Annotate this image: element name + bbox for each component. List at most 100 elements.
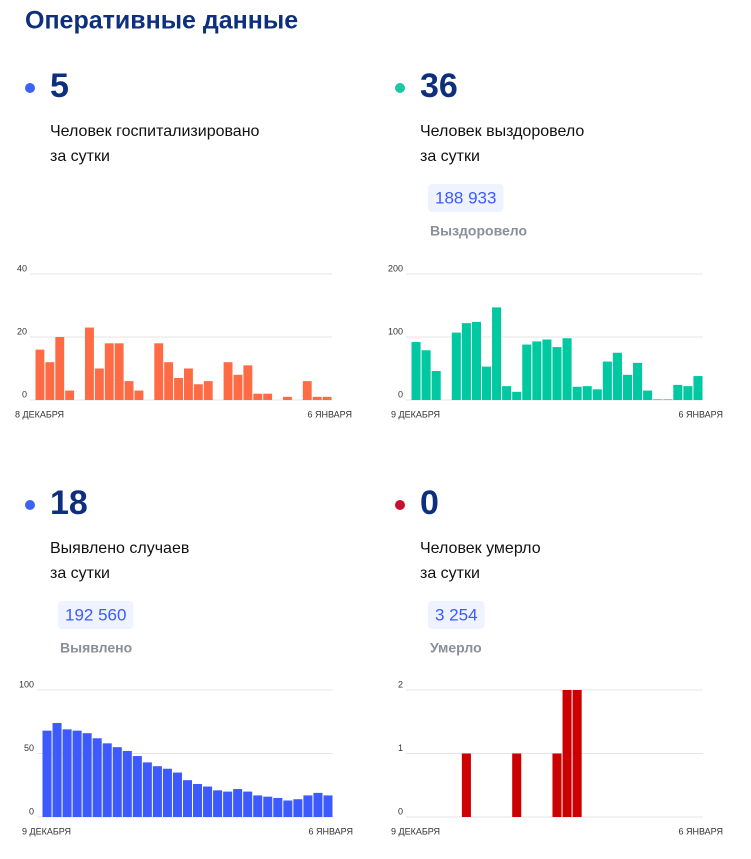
x-tick-label: 9 ДЕКАБРЯ [22,826,71,836]
bar [522,344,532,400]
bar [302,381,312,400]
y-tick-label: 20 [17,326,27,336]
bar [62,729,72,817]
bar [82,733,92,817]
y-tick-label: 1 [398,743,403,753]
bar [663,399,673,400]
bar [253,393,263,400]
bar [532,341,542,400]
bar [233,374,243,400]
y-tick-label: 0 [398,389,403,399]
bar [471,321,481,400]
y-tick-label: 0 [29,806,34,816]
bar [411,342,421,400]
bar [451,332,461,400]
total-label: Выздоровело [430,223,527,239]
bar [492,307,502,400]
stat-value: 0 [420,484,439,522]
total-value: 3 254 [435,605,478,624]
bar [683,386,693,400]
y-tick-label: 0 [22,389,27,399]
bar [243,365,253,400]
bar [142,762,152,817]
y-tick-label: 40 [17,263,27,273]
bar [653,399,663,400]
x-tick-label: 6 ЯНВАРЯ [678,409,723,419]
bar [313,792,323,817]
page-title: Оперативные данные [25,7,298,35]
y-tick-label: 100 [19,679,34,689]
x-tick-label: 9 ДЕКАБРЯ [391,826,440,836]
x-tick-label: 6 ЯНВАРЯ [307,409,352,419]
bar [174,377,183,400]
bar [283,800,293,817]
bar [92,738,102,817]
bar [154,343,164,400]
bar [592,389,602,400]
bar [162,768,172,817]
total-value: 188 933 [435,188,496,207]
bar [263,796,273,817]
stat-caption: за сутки [420,148,480,165]
bar [203,381,213,400]
status-dot [25,83,35,93]
bar [283,396,292,400]
bar [243,791,253,817]
bar [273,797,283,817]
bar [172,772,182,817]
bar [193,384,203,400]
bar [322,396,332,400]
stat-caption: за сутки [50,565,110,582]
bar [85,327,94,400]
stat-caption: за сутки [420,565,480,582]
bar [303,795,313,817]
stat-value: 18 [50,484,88,522]
status-dot [395,83,405,93]
bar [132,756,142,817]
y-tick-label: 2 [398,679,403,689]
bar [114,343,124,400]
total-value: 192 560 [65,605,126,624]
total-label: Выявлено [60,640,132,656]
bar [602,361,612,400]
bar [223,362,233,400]
bar [431,371,441,400]
bar [572,690,582,817]
bar [184,368,193,400]
bar [552,347,562,400]
bar [102,743,112,817]
bar [542,339,552,400]
bar [562,338,572,400]
bar [124,381,134,400]
bar [421,350,431,400]
bar [512,753,522,817]
bar [42,730,52,817]
bar [35,349,45,400]
bar [152,766,162,817]
x-tick-label: 9 ДЕКАБРЯ [391,409,440,419]
bar [622,374,633,400]
stat-caption: Человек госпитализировано [50,123,260,140]
bar [72,730,82,817]
bar [312,396,322,400]
total-badge [428,601,485,629]
bar [112,747,122,817]
stat-caption: за сутки [50,148,110,165]
bar [461,753,471,817]
bar [293,799,303,817]
bar [323,795,333,817]
stat-caption: Человек умерло [420,540,541,557]
bar [213,790,223,817]
stat-caption: Выявлено случаев [50,540,189,557]
bar [45,362,55,400]
bar [233,789,243,817]
bar [253,795,263,817]
bar [122,750,132,817]
y-tick-label: 200 [388,263,403,273]
stat-caption: Человек выздоровело [420,123,584,140]
bar [193,783,203,817]
x-tick-label: 6 ЯНВАРЯ [308,826,353,836]
status-dot [395,500,405,510]
bar [502,386,512,400]
